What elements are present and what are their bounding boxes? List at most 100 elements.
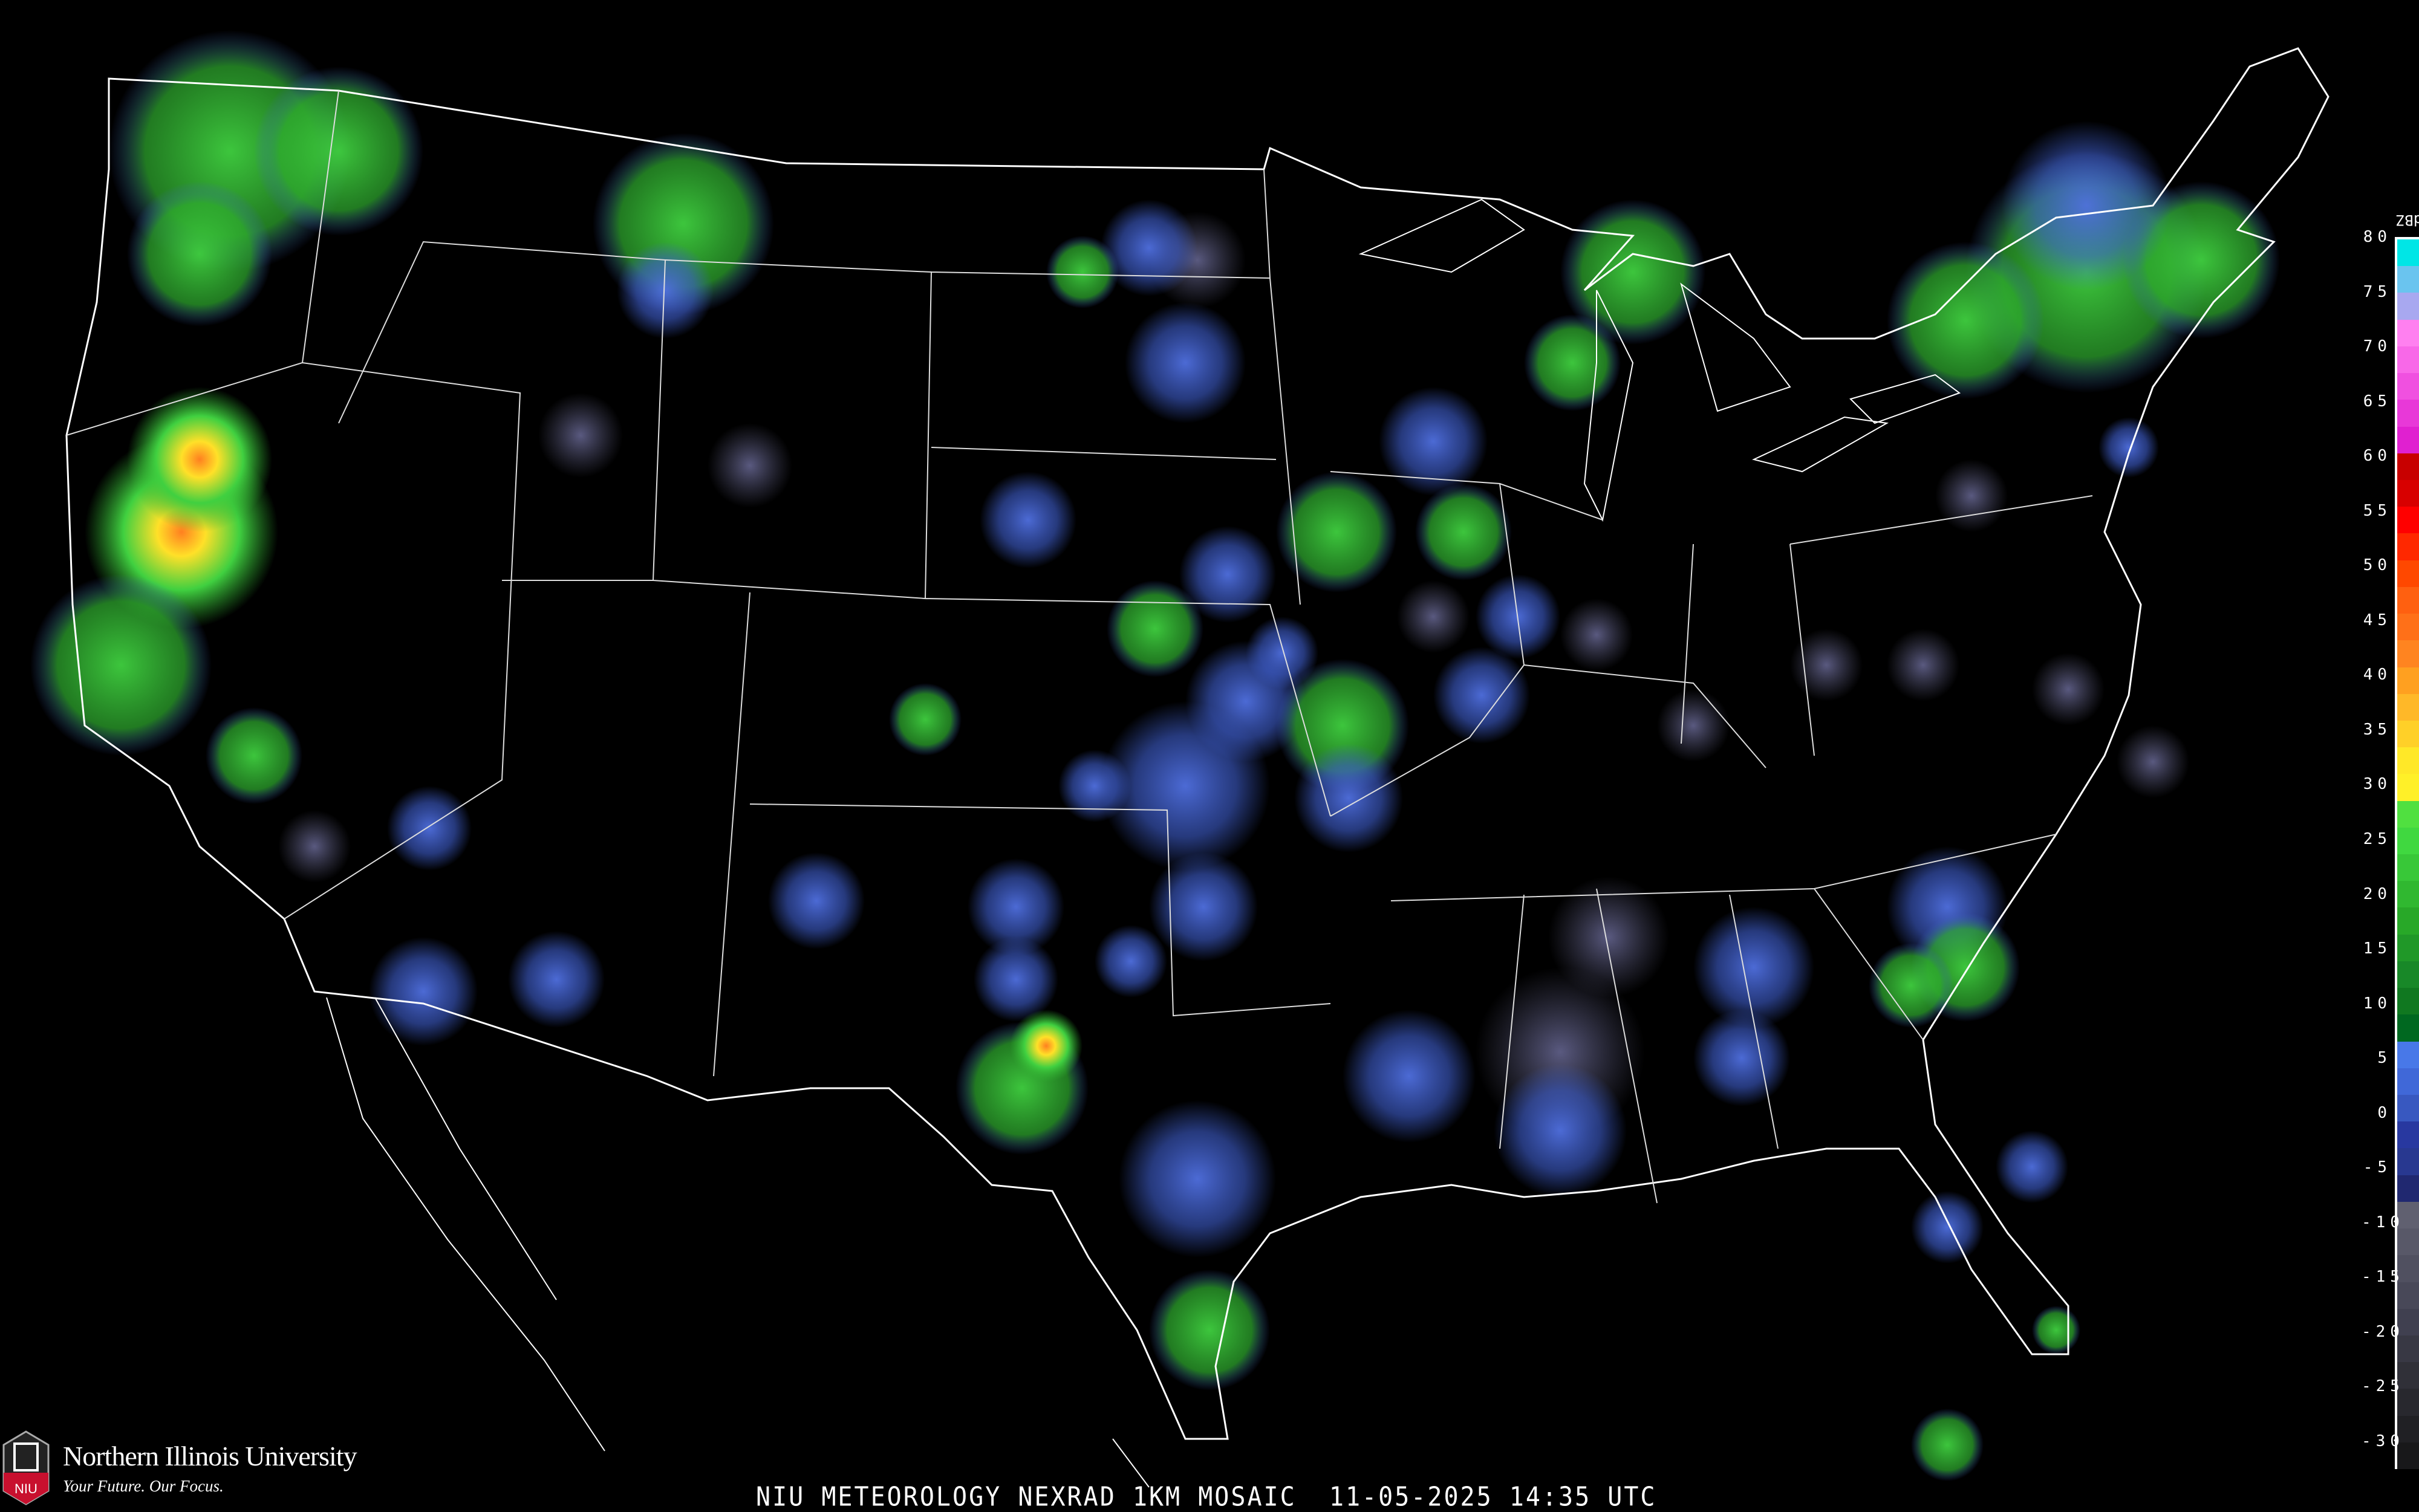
great-lakes [1358, 198, 1961, 522]
colorbar-tick-label: 75 [2363, 282, 2392, 301]
colorbar-segment [2397, 827, 2419, 855]
university-name: Northern Illinois University [63, 1441, 357, 1471]
colorbar-tick-label: 50 [2363, 556, 2392, 575]
colorbar-segment [2397, 266, 2419, 293]
radar-echo [1294, 744, 1403, 852]
radar-echo [1887, 629, 1959, 701]
radar-echo [2032, 1306, 2080, 1354]
colorbar-segment [2397, 586, 2419, 614]
colorbar-tick-label: 30 [2363, 775, 2392, 794]
colorbar-segment [2397, 400, 2419, 427]
us-boundary [65, 47, 2329, 1440]
radar-echo [1693, 1010, 1790, 1106]
radar-echo [127, 387, 272, 532]
university-tagline: Your Future. Our Focus. [63, 1477, 224, 1495]
colorbar-tick-label: 65 [2363, 392, 2392, 410]
colorbar-segment [2397, 373, 2419, 400]
radar-echo [1046, 236, 1119, 308]
colorbar-segment [2397, 988, 2419, 1015]
colorbar-tick-label: -15 [2362, 1268, 2404, 1286]
colorbar-segment [2397, 1121, 2419, 1149]
map-caption: NIU METEOROLOGY NEXRAD 1KM MOSAIC 11-05-… [756, 1481, 1657, 1512]
radar-echo [206, 707, 302, 804]
colorbar-segment [2397, 346, 2419, 374]
radar-echo [2002, 121, 2171, 290]
radar-echo [1119, 1100, 1276, 1257]
colorbar-tick-label: 10 [2363, 994, 2392, 1013]
radar-echo [1433, 647, 1530, 744]
colorbar-segment [2397, 800, 2419, 828]
colorbar-segment [2397, 747, 2419, 774]
radar-echo [1887, 242, 2044, 399]
radar-echo [1246, 617, 1318, 689]
colorbar-segment [2397, 720, 2419, 748]
colorbar-segment [2397, 293, 2419, 320]
colorbar-segment [2397, 1175, 2419, 1202]
colorbar-tick-label: 35 [2363, 720, 2392, 739]
colorbar-tick-label: 25 [2363, 830, 2392, 848]
radar-echo [974, 937, 1058, 1022]
colorbar-segment [2397, 453, 2419, 480]
colorbar-segment [2397, 934, 2419, 961]
radar-echo [1560, 599, 1633, 671]
colorbar-segment [2397, 640, 2419, 667]
radar-echo [1058, 750, 1131, 822]
radar-echo [768, 852, 865, 949]
radar-echo [1911, 1191, 1984, 1264]
radar-echo [1149, 1270, 1270, 1390]
radar-echo [889, 683, 962, 756]
colorbar-segment [2397, 1148, 2419, 1175]
radar-echo [1179, 526, 1276, 623]
state-boundaries [66, 90, 2093, 1204]
niu-logo: NIU Northern Illinois University Your Fu… [2, 1430, 357, 1505]
radar-echo [1935, 459, 2008, 532]
radar-echo [1379, 387, 1488, 496]
colorbar-segment [2397, 1201, 2419, 1229]
radar-echo [968, 858, 1064, 955]
radar-echo [538, 393, 623, 478]
colorbar-tick-label: 70 [2363, 337, 2392, 356]
radar-echo [1548, 877, 1669, 998]
colorbar-tick-label: 60 [2363, 447, 2392, 466]
radar-echo [1996, 1131, 2068, 1203]
radar-echo [1911, 1409, 1984, 1481]
colorbar-tick-label: 40 [2363, 666, 2392, 684]
colorbar-segment [2397, 1308, 2419, 1335]
colorbar-segment [2397, 693, 2419, 721]
colorbar-segment [2397, 1228, 2419, 1256]
radar-echo [980, 472, 1076, 568]
radar-echo [508, 931, 605, 1028]
colorbar-segment [2397, 479, 2419, 507]
colorbar-tick-label: 5 [2377, 1049, 2392, 1068]
radar-echo [278, 810, 351, 883]
radar-echo [369, 937, 478, 1046]
radar-echo [1101, 200, 1197, 296]
colorbar-segment [2397, 1442, 2419, 1470]
colorbar-segment [2397, 1335, 2419, 1363]
colorbar-segment [2397, 533, 2419, 560]
colorbar-tick-label: 0 [2377, 1103, 2392, 1122]
colorbar-segment [2397, 614, 2419, 641]
radar-echo [2117, 725, 2189, 798]
colorbar-tick-label: 55 [2363, 501, 2392, 520]
colorbar-segment [2397, 239, 2419, 267]
colorbar-tick-label: -10 [2362, 1213, 2404, 1231]
radar-echo [1095, 925, 1167, 998]
colorbar-segment [2397, 881, 2419, 908]
colorbar-tick-label: 45 [2363, 611, 2392, 629]
colorbar-tick-label: 20 [2363, 884, 2392, 903]
colorbar-segment [2397, 507, 2419, 534]
colorbar-segment [2397, 854, 2419, 881]
radar-echo [1125, 302, 1246, 423]
colorbar-segment [2397, 319, 2419, 346]
radar-echo [1415, 484, 1512, 580]
radar-echo [1107, 580, 1203, 677]
radar-echo [127, 181, 272, 326]
radar-echo [2032, 653, 2105, 725]
radar-echo [1397, 580, 1470, 653]
colorbar-segment [2397, 1255, 2419, 1282]
colorbar-tick-label: -25 [2362, 1377, 2404, 1396]
radar-echo [30, 574, 212, 756]
radar-echoes [30, 30, 2280, 1481]
radar-echo [1343, 1010, 1476, 1143]
